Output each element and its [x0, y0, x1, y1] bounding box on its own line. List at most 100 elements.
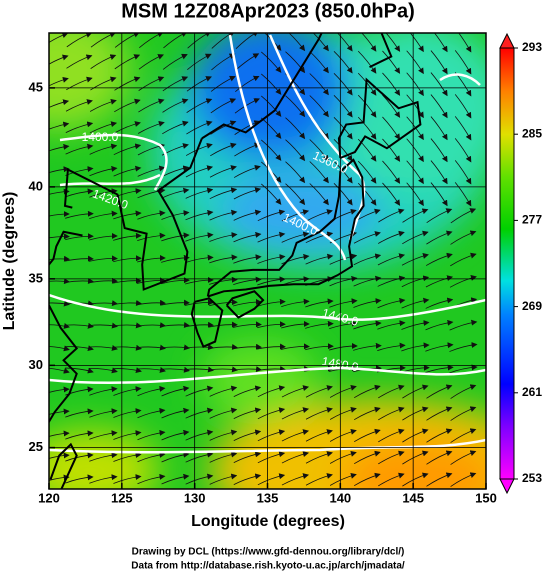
- streamline: [186, 76, 212, 92]
- streamline: [377, 320, 406, 330]
- streamline: [185, 254, 214, 264]
- streamline: [426, 230, 453, 245]
- streamline: [160, 321, 190, 328]
- streamline: [137, 367, 166, 373]
- streamline: [90, 76, 117, 91]
- credit: Data from http://database.rish.kyoto-u.a…: [131, 561, 405, 572]
- streamline: [232, 366, 262, 373]
- streamline: [353, 298, 382, 308]
- streamline: [49, 54, 69, 65]
- streamline: [137, 385, 166, 397]
- streamline: [185, 385, 214, 397]
- streamline: [305, 407, 333, 420]
- streamline: [425, 364, 454, 374]
- streamline: [382, 50, 401, 74]
- contour-line: [49, 366, 486, 384]
- streamline: [49, 121, 70, 130]
- streamline: [285, 117, 306, 140]
- streamline: [65, 386, 94, 396]
- streamline: [161, 210, 190, 220]
- streamline: [184, 321, 214, 328]
- streamline: [161, 429, 190, 441]
- streamline: [406, 182, 424, 207]
- coastline: [201, 33, 323, 140]
- streamline: [378, 428, 405, 443]
- streamline: [187, 33, 212, 49]
- streamline: [49, 323, 70, 329]
- streamline: [233, 451, 262, 463]
- streamline: [450, 406, 477, 421]
- streamline: [354, 384, 381, 399]
- streamline: [430, 182, 448, 207]
- streamline: [309, 139, 329, 162]
- streamline: [137, 210, 166, 220]
- streamline: [261, 95, 282, 117]
- streamline: [89, 143, 118, 155]
- streamline: [450, 472, 477, 487]
- streamline: [281, 407, 310, 420]
- streamline: [113, 430, 142, 440]
- streamline: [65, 121, 94, 134]
- streamline: [281, 253, 310, 265]
- streamline: [402, 230, 429, 245]
- colorbar-tick-label: 269: [522, 299, 542, 313]
- streamline: [449, 319, 478, 331]
- y-axis-title: Latitude (degrees): [1, 192, 18, 331]
- streamline: [430, 160, 448, 185]
- streamline: [281, 298, 310, 308]
- streamline: [357, 116, 377, 140]
- streamline: [113, 210, 142, 220]
- streamline: [382, 138, 401, 162]
- streamline: [354, 472, 381, 487]
- streamline: [305, 451, 333, 464]
- streamline: [402, 406, 429, 421]
- streamline: [162, 98, 189, 113]
- streamline: [454, 160, 472, 185]
- streamline: [354, 428, 381, 443]
- streamline: [187, 53, 212, 70]
- streamline: [285, 161, 306, 184]
- streamline: [137, 165, 166, 177]
- coastlines: [49, 33, 422, 489]
- streamline: [235, 75, 260, 92]
- streamline: [377, 275, 406, 287]
- streamline: [49, 33, 69, 43]
- streamline: [305, 385, 333, 398]
- streamline: [209, 451, 238, 463]
- streamline: [49, 76, 69, 87]
- streamline: [137, 187, 166, 199]
- streamline: [209, 232, 238, 242]
- streamline: [281, 429, 310, 442]
- streamline: [90, 54, 117, 69]
- streamline: [430, 116, 448, 141]
- streamline: [329, 472, 357, 486]
- streamline: [377, 342, 406, 352]
- streamline: [256, 365, 286, 372]
- streamline: [329, 342, 358, 351]
- streamline: [209, 254, 238, 264]
- streamline: [406, 72, 424, 97]
- streamline: [261, 183, 282, 205]
- streamline: [138, 98, 165, 113]
- streamline: [49, 386, 70, 393]
- coastline: [190, 297, 224, 349]
- grid: [49, 33, 486, 489]
- streamline: [113, 408, 142, 418]
- x-tick-label: 145: [402, 490, 424, 505]
- streamline: [161, 277, 190, 285]
- streamline: [234, 120, 261, 135]
- streamline: [49, 99, 70, 108]
- streamline: [333, 73, 353, 96]
- streamline: [257, 209, 286, 222]
- streamline: [401, 342, 430, 352]
- streamline: [425, 275, 454, 288]
- streamline: [232, 343, 262, 350]
- streamline: [256, 343, 286, 350]
- x-tick-label: 120: [38, 490, 60, 505]
- streamline: [49, 430, 70, 437]
- streamline: [329, 384, 357, 398]
- streamline: [89, 210, 118, 219]
- streamline: [113, 232, 142, 241]
